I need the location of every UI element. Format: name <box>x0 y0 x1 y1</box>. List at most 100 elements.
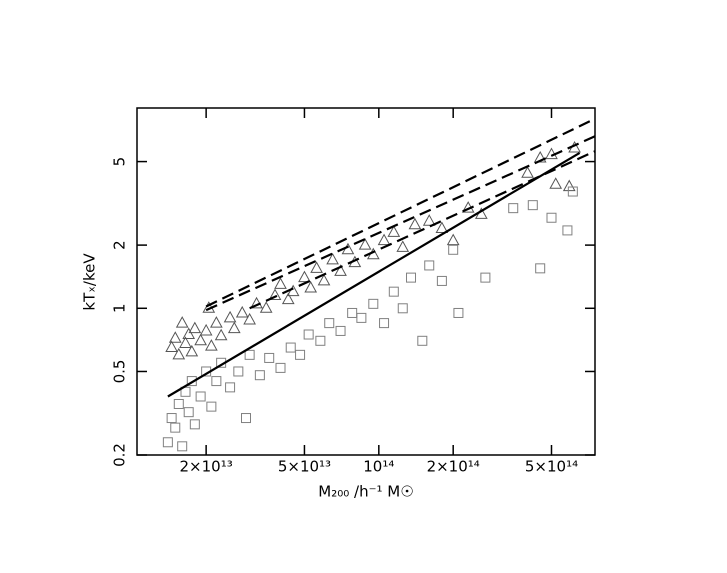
square-point <box>166 413 177 424</box>
triangle-point <box>214 328 228 341</box>
triangle-point <box>310 261 323 273</box>
fit-line <box>205 117 596 308</box>
square-point <box>275 362 286 373</box>
triangle-point <box>533 150 547 163</box>
square-point <box>177 441 188 452</box>
triangle-point <box>334 264 347 276</box>
triangle-point <box>259 301 273 313</box>
triangle-point <box>168 331 182 343</box>
triangle-point <box>446 233 460 246</box>
x-tick-label: 5×10¹⁴ <box>525 458 578 476</box>
triangle-point <box>435 221 449 233</box>
square-point <box>241 413 252 424</box>
triangle-point <box>377 233 391 246</box>
x-tick-label: 5×10¹³ <box>278 458 331 476</box>
square-point <box>508 203 519 214</box>
triangle-point <box>326 252 339 265</box>
triangle-point <box>179 336 192 348</box>
triangle-point <box>223 310 237 323</box>
triangle-point <box>199 323 213 336</box>
square-point <box>183 407 194 418</box>
triangle-point <box>165 340 178 353</box>
triangle-point <box>185 344 199 357</box>
triangle-point <box>562 179 576 192</box>
triangle-point <box>175 316 189 328</box>
square-point <box>453 307 464 318</box>
y-tick-label: 5 <box>111 157 129 167</box>
triangle-point <box>521 166 534 178</box>
triangle-point <box>235 305 249 318</box>
triangle-point <box>243 312 256 325</box>
triangle-point <box>549 177 563 189</box>
x-tick-label: 2×10¹³ <box>180 458 233 476</box>
square-point <box>368 298 379 309</box>
square-point <box>195 391 206 402</box>
square-point <box>527 200 538 211</box>
square-point <box>254 370 265 381</box>
x-tick-label: 10¹⁴ <box>363 458 394 476</box>
square-point <box>170 422 181 433</box>
triangle-point <box>268 288 282 301</box>
square-point <box>356 312 367 323</box>
square-point <box>233 366 244 377</box>
square-point <box>285 342 296 353</box>
square-point <box>225 382 236 393</box>
square-point <box>244 349 255 360</box>
triangle-point <box>298 270 311 283</box>
triangle-point <box>317 273 331 286</box>
triangle-point <box>172 347 186 360</box>
square-point <box>535 263 546 274</box>
fit-line <box>249 150 596 310</box>
square-point <box>388 286 399 297</box>
y-tick-label: 1 <box>111 304 129 314</box>
x-tick-label: 2×10¹⁴ <box>427 458 480 476</box>
square-point <box>211 376 222 387</box>
square-point <box>567 186 578 197</box>
triangle-point <box>205 339 218 351</box>
triangle-point <box>304 280 318 293</box>
square-point <box>406 272 417 283</box>
triangle-point <box>210 316 223 328</box>
triangle-point <box>227 321 241 334</box>
square-point <box>303 329 314 340</box>
square-point <box>379 318 390 329</box>
square-point <box>264 352 275 363</box>
fit-line <box>205 135 596 312</box>
triangle-point <box>182 327 196 340</box>
square-point <box>186 376 197 387</box>
triangle-point <box>358 238 372 250</box>
square-point <box>562 225 573 236</box>
square-point <box>417 335 428 346</box>
square-point <box>173 398 184 409</box>
triangle-point <box>188 321 202 334</box>
plot-frame <box>136 107 596 456</box>
triangle-point <box>387 225 401 237</box>
square-point <box>347 307 358 318</box>
triangle-point <box>194 333 207 346</box>
triangle-point <box>396 240 410 252</box>
square-point <box>480 272 491 283</box>
fit-line <box>167 151 581 398</box>
y-tick-label: 2 <box>111 240 129 250</box>
square-point <box>546 212 557 223</box>
square-point <box>335 325 346 336</box>
square-point <box>436 275 447 286</box>
triangle-point <box>422 214 436 226</box>
y-tick-label: 0.5 <box>111 360 129 384</box>
y-tick-label: 0.2 <box>111 443 129 467</box>
square-point <box>206 401 217 412</box>
square-point <box>424 260 435 271</box>
triangle-point <box>281 292 295 305</box>
square-point <box>295 349 306 360</box>
triangle-point <box>274 277 287 289</box>
x-axis-title: M₂₀₀ /h⁻¹ M☉ <box>318 483 413 501</box>
square-point <box>315 335 326 346</box>
square-point <box>162 437 173 448</box>
square-point <box>324 318 335 329</box>
triangle-point <box>408 217 422 230</box>
square-point <box>448 244 459 255</box>
y-axis-title: kTₓ/keV <box>81 253 99 311</box>
square-point <box>189 419 200 430</box>
square-point <box>397 303 408 314</box>
